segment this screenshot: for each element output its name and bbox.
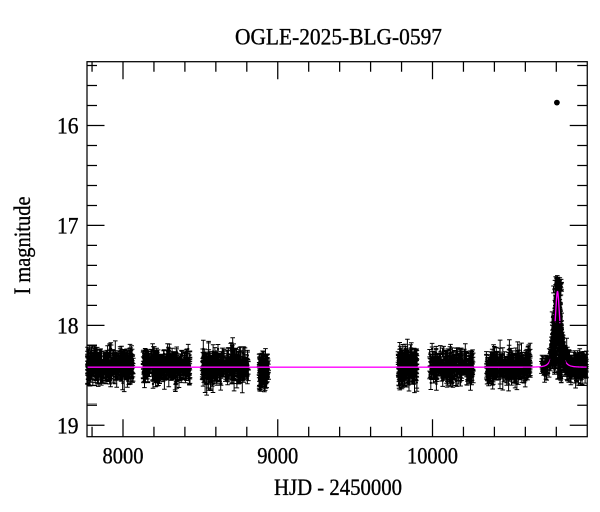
svg-text:9000: 9000 bbox=[257, 443, 298, 469]
svg-text:17: 17 bbox=[57, 214, 79, 240]
svg-text:OGLE-2025-BLG-0597: OGLE-2025-BLG-0597 bbox=[235, 25, 442, 51]
svg-text:8000: 8000 bbox=[103, 443, 144, 469]
svg-text:I magnitude: I magnitude bbox=[10, 197, 36, 295]
svg-text:19: 19 bbox=[57, 413, 79, 439]
svg-text:16: 16 bbox=[57, 114, 79, 140]
svg-text:10000: 10000 bbox=[407, 443, 458, 469]
svg-text:18: 18 bbox=[57, 313, 79, 339]
svg-text:HJD - 2450000: HJD - 2450000 bbox=[274, 475, 402, 501]
